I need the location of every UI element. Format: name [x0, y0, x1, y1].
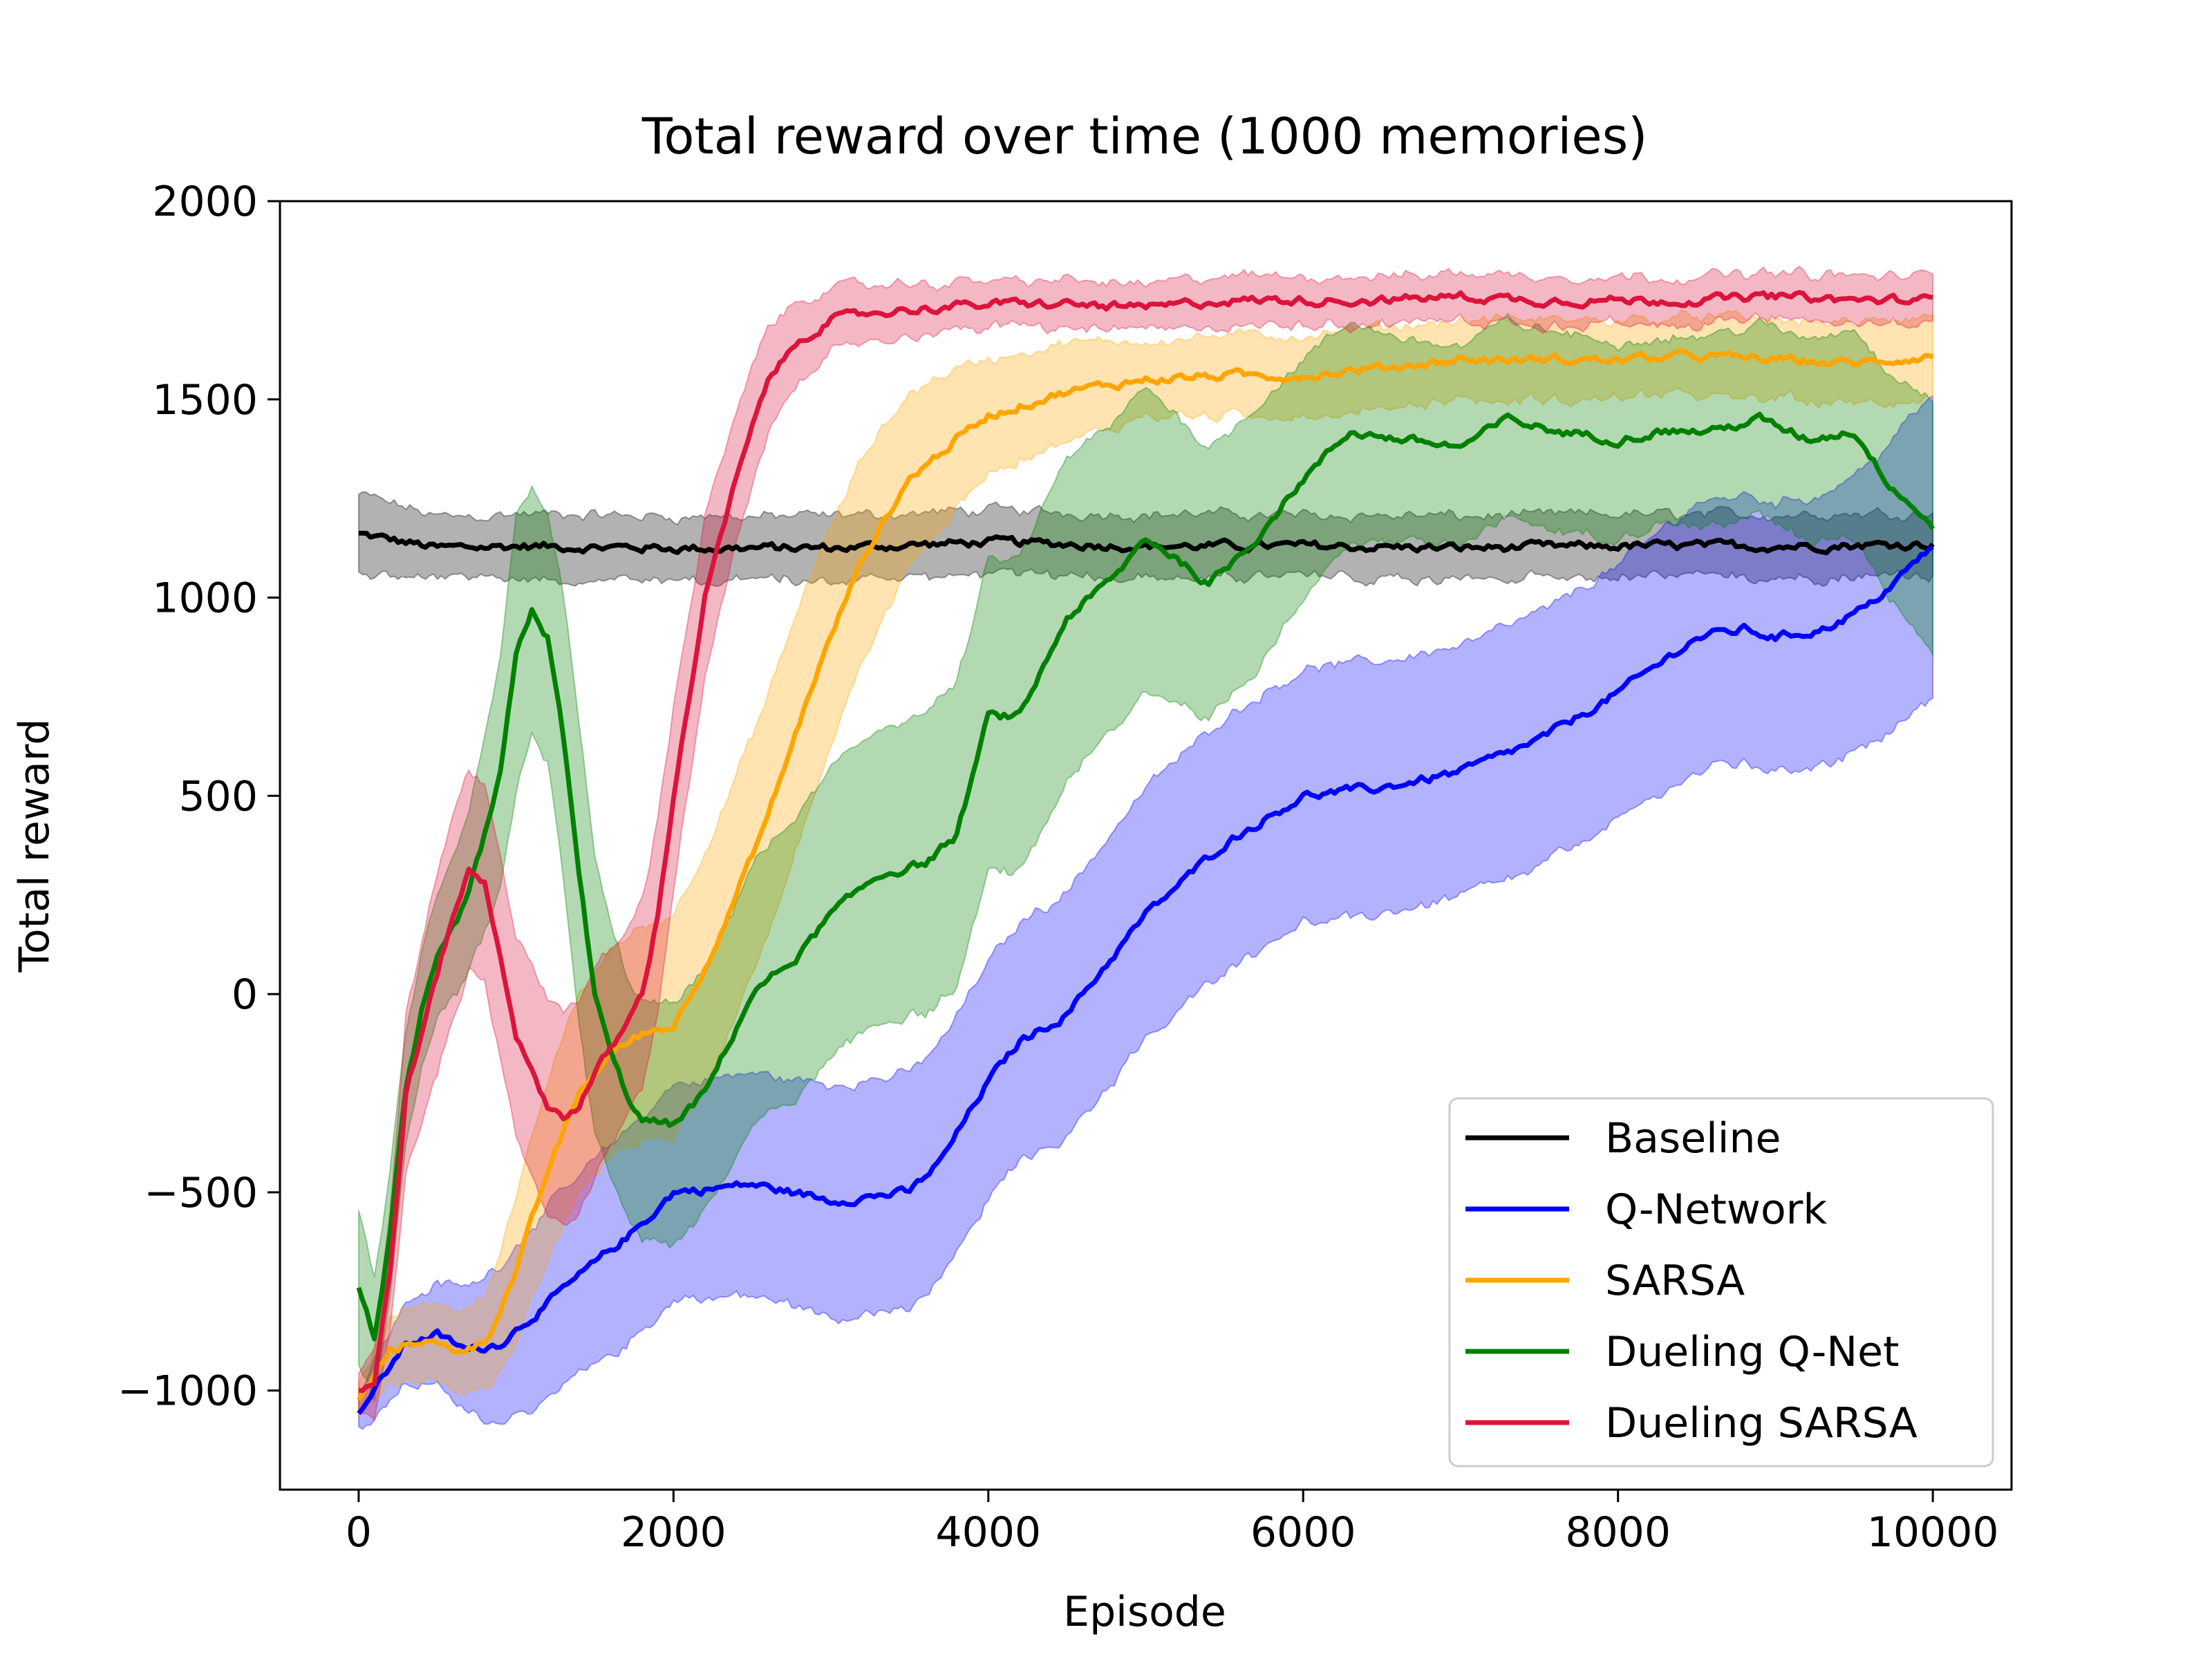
y-tick-label: 500 — [178, 772, 258, 821]
legend-label-baseline: Baseline — [1605, 1114, 1781, 1163]
x-tick-label: 6000 — [1250, 1508, 1356, 1557]
band-dueling-sarsa — [357, 265, 1934, 1421]
legend: Baseline Q-Network SARSA Dueling Q-Net Dueli… — [1448, 1097, 1994, 1468]
y-tick-label: 2000 — [152, 178, 258, 226]
y-tick-label: −500 — [144, 1169, 258, 1217]
legend-label-sarsa: SARSA — [1605, 1257, 1745, 1305]
legend-label-dueling-q-net: Dueling Q-Net — [1605, 1328, 1900, 1376]
series-lines — [356, 290, 1936, 1415]
x-axis-label: Episode — [1063, 1588, 1226, 1636]
y-tick-label: −1000 — [118, 1367, 258, 1416]
x-axis-ticks: 0 2000 4000 6000 8000 10000 — [346, 1490, 1999, 1557]
y-tick-label: 1500 — [152, 376, 258, 424]
chart-title: Total reward over time (1000 memories) — [641, 107, 1648, 165]
x-tick-label: 4000 — [935, 1508, 1041, 1557]
line-baseline — [358, 530, 1935, 556]
y-axis-label: Total reward — [10, 718, 59, 973]
legend-entries: Baseline Q-Network SARSA Dueling Q-Net Dueli… — [1465, 1114, 1918, 1447]
legend-box — [1448, 1097, 1994, 1468]
line-q-network — [357, 545, 1934, 1415]
x-tick-label: 10000 — [1867, 1508, 1999, 1557]
line-sarsa — [356, 348, 1934, 1402]
y-tick-label: 0 — [232, 971, 258, 1019]
x-tick-label: 2000 — [621, 1508, 727, 1557]
legend-label-dueling-sarsa: Dueling SARSA — [1605, 1399, 1918, 1447]
plot-frame — [279, 200, 2013, 1491]
y-tick-label: 1000 — [152, 574, 258, 623]
y-axis-ticks: −1000 −500 0 500 1000 1500 2000 — [118, 178, 280, 1416]
band-sarsa — [357, 310, 1934, 1419]
line-dueling-sarsa — [358, 290, 1933, 1394]
x-tick-label: 0 — [346, 1508, 372, 1557]
x-tick-label: 8000 — [1565, 1508, 1671, 1557]
legend-label-q-network: Q-Network — [1605, 1185, 1827, 1234]
line-dueling-q-net — [356, 411, 1936, 1342]
